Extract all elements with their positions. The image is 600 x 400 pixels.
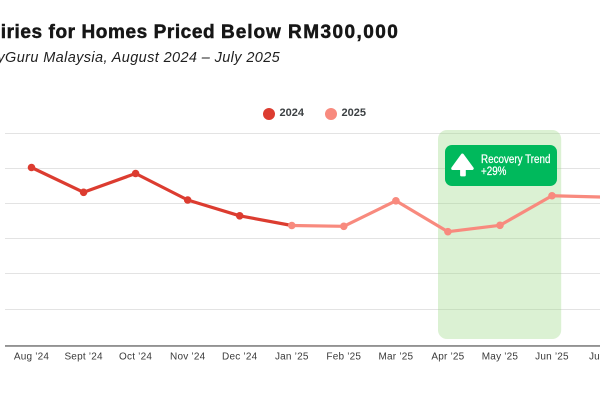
svg-text:Feb ’25: Feb ’25 xyxy=(326,352,361,363)
svg-text:Nov ’24: Nov ’24 xyxy=(170,352,206,363)
svg-text:Mar ’25: Mar ’25 xyxy=(379,352,414,363)
svg-text:May ’25: May ’25 xyxy=(482,352,519,363)
svg-text:Jul ’25: Jul ’25 xyxy=(589,352,600,363)
svg-text:Jan ’25: Jan ’25 xyxy=(275,352,309,363)
svg-text:Dec ’24: Dec ’24 xyxy=(222,352,258,363)
svg-text:Jun ’25: Jun ’25 xyxy=(535,352,569,363)
svg-text:Sept ’24: Sept ’24 xyxy=(64,352,103,363)
svg-text:Oct ’24: Oct ’24 xyxy=(119,352,152,363)
svg-text:Aug ’24: Aug ’24 xyxy=(14,352,50,363)
svg-text:Apr ’25: Apr ’25 xyxy=(431,352,464,363)
